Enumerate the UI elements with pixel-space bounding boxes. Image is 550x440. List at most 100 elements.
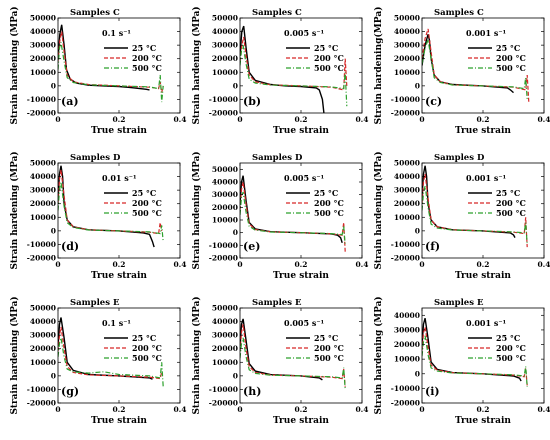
y-axis-label: Strain hardening (MPa) <box>191 297 202 415</box>
series-line-500c <box>240 337 346 390</box>
y-tick-label: 20000 <box>212 344 238 353</box>
series-line-200c <box>58 169 163 235</box>
y-axis-label: Strain hardening (MPa) <box>191 152 202 270</box>
y-tick-label: -10000 <box>27 240 56 249</box>
legend-label: 500 °C <box>314 208 344 218</box>
legend-label: 200 °C <box>132 198 162 208</box>
y-tick-label: 50000 <box>30 14 56 23</box>
y-tick-label: 30000 <box>30 186 56 195</box>
y-axis-label: Strain hardening (MPa) <box>9 152 20 270</box>
y-tick-label: 30000 <box>212 331 238 340</box>
y-tick-label: 30000 <box>394 325 420 334</box>
series-group <box>422 28 530 103</box>
x-tick-label: 0.2 <box>112 260 125 269</box>
x-axis-label: True strain <box>455 416 511 426</box>
x-tick-label: 0 <box>55 405 60 414</box>
legend-label: 25 °C <box>314 333 338 343</box>
x-tick-label: 0.4 <box>355 115 368 124</box>
x-tick-label: 0.2 <box>294 260 307 269</box>
x-tick-label: 0.2 <box>476 260 489 269</box>
legend-label: 25 °C <box>132 333 156 343</box>
panel-letter: (b) <box>243 95 261 108</box>
legend-label: 25 °C <box>496 333 520 343</box>
legend-label: 25 °C <box>314 43 338 53</box>
y-tick-label: 40000 <box>394 311 420 320</box>
legend-label: 200 °C <box>314 53 344 63</box>
y-tick-label: -10000 <box>391 240 420 249</box>
series-line-200c <box>58 326 163 380</box>
y-axis-label: Strain hardening (MPa) <box>191 7 202 125</box>
legend-label: 500 °C <box>314 353 344 363</box>
y-tick-label: 10000 <box>30 213 56 222</box>
y-tick-label: -10000 <box>209 95 238 104</box>
series-line-500c <box>58 337 164 387</box>
sample-title: Samples C <box>70 8 120 18</box>
strain-rate-label: 0.1 s⁻¹ <box>102 28 131 38</box>
panel-letter: (h) <box>243 385 261 398</box>
x-axis-label: True strain <box>91 271 147 281</box>
series-line-500c <box>240 44 348 107</box>
y-tick-label: 40000 <box>212 27 238 36</box>
x-tick-label: 0.4 <box>537 260 550 269</box>
x-tick-label: 0.2 <box>476 115 489 124</box>
series-group <box>58 24 164 103</box>
sample-title: Samples C <box>252 8 302 18</box>
y-tick-label: -10000 <box>209 241 238 250</box>
strain-rate-label: 0.005 s⁻¹ <box>284 173 324 183</box>
series-group <box>422 318 528 387</box>
y-tick-label: -20000 <box>391 109 420 118</box>
legend-label: 500 °C <box>314 63 344 73</box>
y-tick-label: -10000 <box>391 384 420 393</box>
panel-letter: (a) <box>61 95 79 108</box>
legend-label: 200 °C <box>314 343 344 353</box>
x-axis-label: True strain <box>273 416 329 426</box>
y-tick-label: -20000 <box>27 254 56 263</box>
x-axis-label: True strain <box>273 271 329 281</box>
y-tick-label: 20000 <box>394 199 420 208</box>
strain-rate-label: 0.005 s⁻¹ <box>284 318 324 328</box>
legend-label: 200 °C <box>314 198 344 208</box>
y-tick-label: 10000 <box>394 68 420 77</box>
y-tick-label: 10000 <box>30 68 56 77</box>
series-line-500c <box>58 181 164 242</box>
y-axis-label: Strain hardening (MPa) <box>9 297 20 415</box>
legend-label: 500 °C <box>132 353 162 363</box>
panel-letter: (f) <box>425 240 440 253</box>
x-tick-label: 0.4 <box>537 115 550 124</box>
y-tick-label: 40000 <box>212 178 238 187</box>
series-line-500c <box>240 191 346 246</box>
legend-label: 500 °C <box>132 63 162 73</box>
y-tick-label: 50000 <box>394 14 420 23</box>
strain-rate-label: 0.01 s⁻¹ <box>102 173 137 183</box>
strain-rate-label: 0.005 s⁻¹ <box>284 28 324 38</box>
series-group <box>240 175 346 252</box>
y-axis-label: Strain hardening (MPa) <box>373 152 384 270</box>
x-tick-label: 0.4 <box>173 115 186 124</box>
strain-rate-label: 0.001 s⁻¹ <box>466 173 506 183</box>
legend-label: 25 °C <box>496 43 520 53</box>
y-tick-label: -20000 <box>391 399 420 408</box>
y-tick-label: 30000 <box>30 41 56 50</box>
series-line-500c <box>422 185 528 245</box>
y-tick-label: 0 <box>51 81 56 90</box>
x-axis-label: True strain <box>455 126 511 136</box>
x-tick-label: 0 <box>237 405 242 414</box>
y-tick-label: 50000 <box>394 159 420 168</box>
y-tick-label: 30000 <box>30 331 56 340</box>
y-tick-label: 50000 <box>30 304 56 313</box>
y-tick-label: -20000 <box>209 109 238 118</box>
legend-label: 200 °C <box>496 198 526 208</box>
y-tick-label: -20000 <box>27 399 56 408</box>
y-tick-label: 40000 <box>30 27 56 36</box>
x-tick-label: 0 <box>419 405 424 414</box>
y-tick-label: 0 <box>51 371 56 380</box>
x-tick-label: 0.4 <box>355 260 368 269</box>
y-tick-label: 30000 <box>212 41 238 50</box>
y-tick-label: 10000 <box>212 358 238 367</box>
series-group <box>422 165 528 248</box>
